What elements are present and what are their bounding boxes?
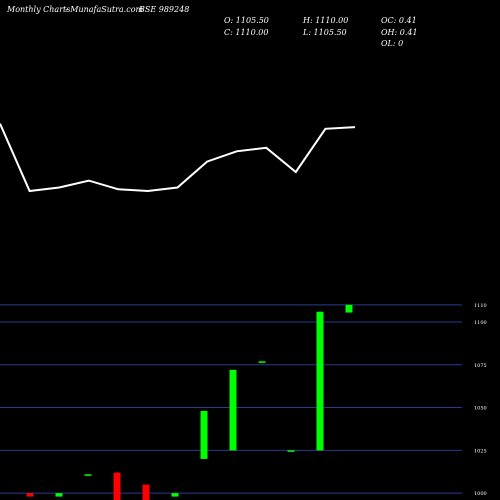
y-tick-label: 1000	[474, 491, 487, 497]
candle-body	[229, 369, 237, 451]
site-label: - MunafaSutra.com	[65, 5, 144, 14]
low-value: L: 1105.50	[302, 28, 347, 37]
symbol-label: BSE 989248	[138, 5, 189, 14]
y-tick-label: 1050	[474, 406, 487, 412]
candle-body	[84, 474, 92, 476]
candle-body	[113, 472, 121, 500]
candlestick-chart	[26, 304, 353, 500]
oc-value: OC: 0.41	[381, 16, 417, 25]
candle-body	[26, 493, 34, 497]
candle-body	[55, 493, 63, 497]
ol-value: OL: 0	[381, 39, 403, 48]
candle-body	[171, 493, 179, 497]
open-value: O: 1105.50	[224, 16, 269, 25]
oh-value: OH: 0.41	[381, 28, 418, 37]
candle-body	[345, 304, 353, 313]
candle-body	[258, 361, 266, 363]
y-tick-label: 1025	[474, 448, 487, 454]
candle-body	[316, 311, 324, 451]
price-line-chart	[0, 123, 356, 193]
brand-label: Monthly Charts	[6, 5, 70, 14]
candle-body	[287, 450, 295, 452]
candle-body	[142, 484, 150, 500]
y-tick-label: 1075	[474, 363, 487, 369]
candle-body	[200, 410, 208, 459]
price-line-series	[0, 123, 356, 193]
y-tick-label: 1110	[474, 303, 487, 309]
y-tick-label: 1100	[474, 320, 487, 326]
high-value: H: 1110.00	[302, 16, 348, 25]
close-value: C: 1110.00	[224, 28, 268, 37]
